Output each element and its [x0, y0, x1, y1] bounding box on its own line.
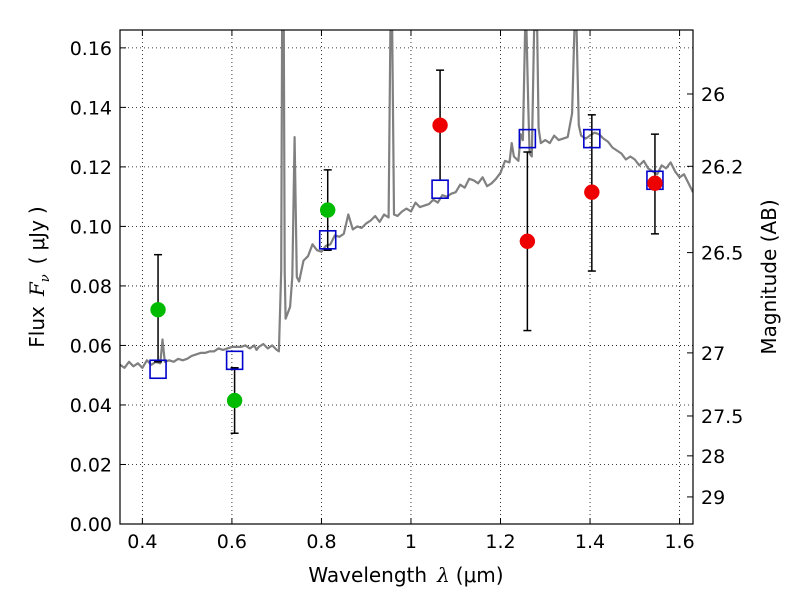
x-tick-label: 0.4 — [127, 531, 157, 553]
x-tick-label: 1.4 — [575, 531, 605, 553]
y-tick-label: 0.10 — [70, 216, 112, 238]
axis-ticks: 0.4 0.6 0.8 1 1.2 1.4 1.6 0.00 0.02 0.04 0.06 0.08 0… — [70, 30, 743, 553]
model-photometry-square — [318, 230, 337, 250]
spectrum-line — [120, 30, 693, 369]
x-axis-label: Wavelength λ (μm) — [308, 563, 503, 587]
observed-flux-point — [647, 175, 663, 192]
magnitude-tick-label: 28 — [701, 446, 725, 468]
y-tick-label: 0.04 — [70, 395, 112, 417]
observed-flux-point — [519, 233, 536, 250]
y-tick-label: 0.02 — [70, 454, 112, 476]
model-photometry-square — [225, 350, 244, 371]
model-photometry-square — [149, 359, 167, 380]
magnitude-tick-label: 27.5 — [701, 406, 743, 428]
observed-flux-point — [319, 202, 336, 218]
observed-flux-point — [226, 392, 243, 409]
x-tick-label: 0.6 — [217, 531, 247, 553]
magnitude-tick-label: 26.2 — [701, 156, 743, 178]
y-tick-label: 0.00 — [70, 514, 112, 536]
model-photometry-square — [583, 128, 601, 149]
model-photometry-square — [431, 179, 449, 200]
observed-flux-point — [432, 117, 448, 133]
magnitude-tick-label: 26 — [701, 84, 725, 106]
plot-area — [120, 30, 693, 434]
magnitude-axis-label: Magnitude (AB) — [757, 199, 781, 354]
y-tick-label: 0.08 — [70, 276, 112, 298]
magnitude-tick-label: 26.5 — [701, 243, 743, 265]
model-photometry-square — [518, 128, 537, 149]
magnitude-tick-label: 29 — [701, 487, 725, 509]
x-tick-label: 1.6 — [664, 531, 694, 553]
y-tick-label: 0.16 — [70, 38, 112, 60]
x-tick-label: 0.8 — [306, 531, 336, 553]
y-axis-label: FluxFν(μJy) — [25, 206, 53, 347]
y-tick-label: 0.06 — [70, 335, 112, 357]
y-tick-label: 0.12 — [70, 157, 112, 179]
y-tick-label: 0.14 — [70, 97, 112, 119]
x-tick-label: 1 — [405, 531, 417, 553]
plot-frame — [119, 29, 694, 525]
observed-flux-point — [150, 301, 166, 318]
observed-flux-point — [584, 184, 600, 200]
x-tick-label: 1.2 — [485, 531, 515, 553]
magnitude-tick-label: 27 — [701, 343, 725, 365]
